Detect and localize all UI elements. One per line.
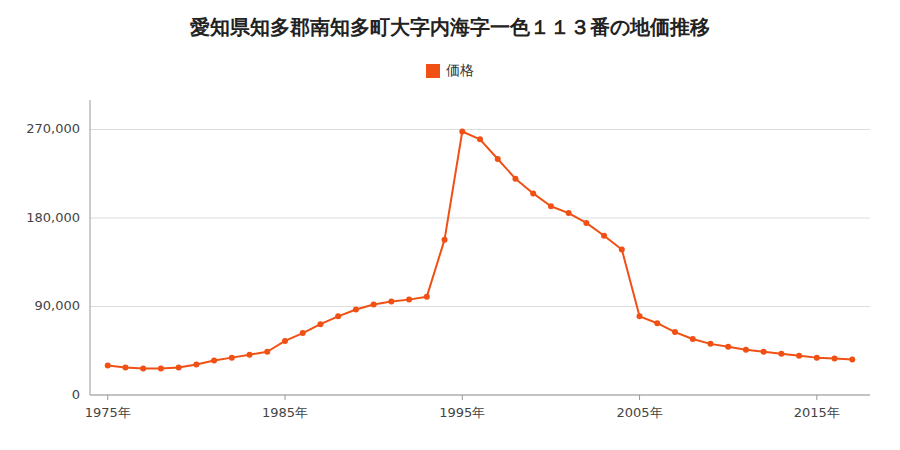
point	[140, 365, 146, 371]
point	[264, 349, 270, 355]
x-tick	[107, 395, 108, 400]
point	[619, 246, 625, 252]
point	[388, 299, 394, 305]
x-axis-line	[90, 395, 870, 396]
point	[335, 313, 341, 319]
grid-line	[90, 218, 870, 219]
point	[353, 306, 359, 312]
title: 愛知県知多郡南知多町大字内海字一色１１３番の地価推移	[190, 15, 710, 39]
point	[282, 338, 288, 344]
x-tick-label: 1975年	[85, 405, 131, 420]
y-tick-label: 270,000	[26, 121, 80, 136]
y-axis-line	[90, 100, 91, 395]
point	[637, 313, 643, 319]
x-tick-label: 2015年	[794, 405, 840, 420]
point	[247, 352, 253, 358]
point	[814, 355, 820, 361]
grid-line	[90, 395, 870, 396]
x-tick	[285, 395, 286, 400]
y-tick-label: 180,000	[26, 210, 80, 225]
y-tick-label: 90,000	[35, 298, 81, 313]
grid-line	[90, 129, 870, 130]
point	[158, 365, 164, 371]
y-tick-label: 0	[72, 387, 80, 402]
point	[459, 128, 465, 134]
point	[176, 364, 182, 370]
point	[424, 294, 430, 300]
point	[548, 203, 554, 209]
x-tick	[816, 395, 817, 400]
plot-area	[105, 128, 856, 371]
y-axis: 0 90,000 180,000 270,000	[26, 100, 90, 402]
point	[317, 321, 323, 327]
x-axis: 1975年 1985年 1995年 2005年 2015年	[85, 395, 870, 420]
point	[211, 358, 217, 364]
line	[108, 131, 853, 368]
point	[229, 355, 235, 361]
point	[495, 156, 501, 162]
point	[105, 363, 111, 369]
point	[849, 357, 855, 363]
legend-swatch	[426, 64, 440, 78]
point	[654, 320, 660, 326]
point	[707, 341, 713, 347]
legend-label: 価格	[446, 62, 474, 78]
x-tick	[462, 395, 463, 400]
point	[530, 190, 536, 196]
point	[690, 336, 696, 342]
point	[371, 302, 377, 308]
point	[193, 362, 199, 368]
point	[122, 364, 128, 370]
point	[583, 220, 589, 226]
point	[832, 356, 838, 362]
point	[477, 136, 483, 142]
point	[725, 344, 731, 350]
point	[796, 353, 802, 359]
chart: 愛知県知多郡南知多町大字内海字一色１１３番の地価推移価格 0 90,000 180,0…	[0, 0, 900, 450]
page: {"chart_data": {"type": "line", "title":…	[0, 0, 900, 450]
x-tick-label: 1985年	[262, 405, 308, 420]
point	[778, 351, 784, 357]
x-tick-label: 1995年	[439, 405, 485, 420]
point	[743, 347, 749, 353]
point	[300, 330, 306, 336]
legend: 価格	[426, 62, 474, 78]
x-tick-label: 2005年	[616, 405, 662, 420]
grid-line	[90, 306, 870, 307]
point	[566, 210, 572, 216]
point	[512, 176, 518, 182]
x-tick	[639, 395, 640, 400]
grid	[90, 130, 870, 396]
point	[672, 329, 678, 335]
point	[442, 237, 448, 243]
point	[406, 297, 412, 303]
point	[761, 349, 767, 355]
point	[601, 233, 607, 239]
